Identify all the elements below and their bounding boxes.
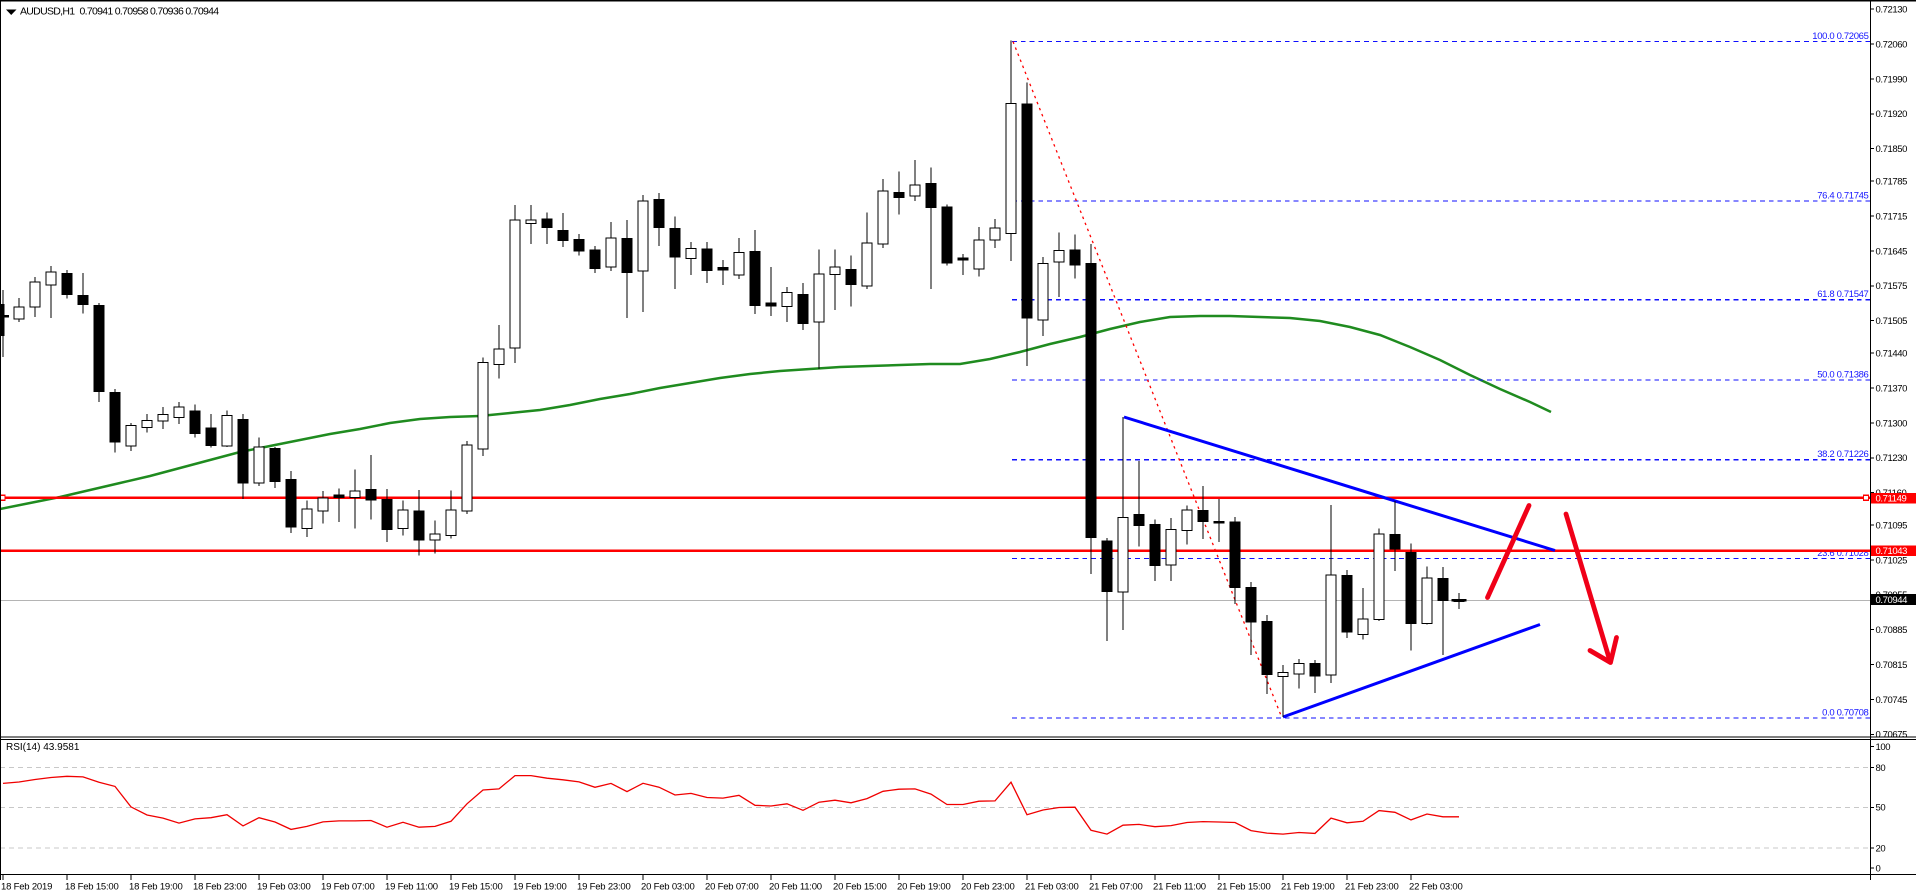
- svg-text:0.71645: 0.71645: [1876, 246, 1908, 257]
- svg-text:18 Feb 23:00: 18 Feb 23:00: [193, 882, 247, 893]
- svg-text:100: 100: [1876, 742, 1891, 753]
- svg-text:0.71575: 0.71575: [1876, 281, 1908, 292]
- svg-text:18 Feb 2019: 18 Feb 2019: [1, 882, 52, 893]
- svg-text:21 Feb 23:00: 21 Feb 23:00: [1345, 882, 1399, 893]
- svg-text:19 Feb 15:00: 19 Feb 15:00: [449, 882, 503, 893]
- svg-text:0.71095: 0.71095: [1876, 520, 1908, 531]
- svg-text:76.4 0.71745: 76.4 0.71745: [1817, 191, 1868, 202]
- svg-text:80: 80: [1876, 763, 1886, 774]
- svg-text:21 Feb 03:00: 21 Feb 03:00: [1025, 882, 1079, 893]
- svg-text:20 Feb 23:00: 20 Feb 23:00: [961, 882, 1015, 893]
- svg-text:0.71149: 0.71149: [1876, 494, 1907, 505]
- svg-text:0.71715: 0.71715: [1876, 211, 1908, 222]
- svg-text:20 Feb 07:00: 20 Feb 07:00: [705, 882, 759, 893]
- svg-text:0.70745: 0.70745: [1876, 695, 1908, 706]
- svg-text:0.70815: 0.70815: [1876, 660, 1908, 671]
- svg-text:0.71850: 0.71850: [1876, 144, 1908, 155]
- svg-text:21 Feb 15:00: 21 Feb 15:00: [1217, 882, 1271, 893]
- svg-text:19 Feb 11:00: 19 Feb 11:00: [385, 882, 438, 893]
- svg-text:20: 20: [1876, 843, 1886, 854]
- svg-text:0.70944: 0.70944: [1876, 595, 1908, 606]
- svg-text:RSI(14) 43.9581: RSI(14) 43.9581: [6, 742, 80, 753]
- svg-text:19 Feb 03:00: 19 Feb 03:00: [257, 882, 311, 893]
- svg-text:20 Feb 11:00: 20 Feb 11:00: [769, 882, 822, 893]
- svg-text:21 Feb 07:00: 21 Feb 07:00: [1089, 882, 1143, 893]
- svg-text:0.70885: 0.70885: [1876, 625, 1908, 636]
- svg-text:0.0 0.70708: 0.0 0.70708: [1822, 708, 1868, 719]
- svg-text:0.71025: 0.71025: [1876, 555, 1908, 566]
- svg-text:21 Feb 19:00: 21 Feb 19:00: [1281, 882, 1335, 893]
- svg-text:0.71370: 0.71370: [1876, 383, 1908, 394]
- svg-text:0.71990: 0.71990: [1876, 74, 1908, 85]
- svg-text:18 Feb 19:00: 18 Feb 19:00: [129, 882, 183, 893]
- svg-text:0.71785: 0.71785: [1876, 177, 1908, 188]
- svg-text:100.0 0.72065: 100.0 0.72065: [1812, 31, 1868, 42]
- svg-text:61.8 0.71547: 61.8 0.71547: [1817, 289, 1868, 300]
- svg-text:23.6 0.71028: 23.6 0.71028: [1817, 548, 1868, 559]
- svg-text:19 Feb 23:00: 19 Feb 23:00: [577, 882, 631, 893]
- svg-text:50.0 0.71386: 50.0 0.71386: [1817, 370, 1868, 381]
- svg-text:22 Feb 03:00: 22 Feb 03:00: [1409, 882, 1463, 893]
- svg-text:0.72060: 0.72060: [1876, 39, 1908, 50]
- svg-text:0: 0: [1876, 863, 1881, 874]
- svg-text:19 Feb 07:00: 19 Feb 07:00: [321, 882, 375, 893]
- svg-text:0.71440: 0.71440: [1876, 349, 1908, 360]
- svg-text:18 Feb 15:00: 18 Feb 15:00: [65, 882, 119, 893]
- svg-text:0.71300: 0.71300: [1876, 418, 1908, 429]
- svg-text:20 Feb 19:00: 20 Feb 19:00: [897, 882, 951, 893]
- svg-text:38.2 0.71226: 38.2 0.71226: [1817, 449, 1868, 460]
- svg-text:19 Feb 19:00: 19 Feb 19:00: [513, 882, 567, 893]
- svg-text:0.71043: 0.71043: [1876, 546, 1908, 557]
- svg-text:0.72130: 0.72130: [1876, 5, 1908, 16]
- svg-text:0.70675: 0.70675: [1876, 730, 1908, 741]
- svg-text:20 Feb 15:00: 20 Feb 15:00: [833, 882, 887, 893]
- svg-text:0.70941 0.70958 0.70936 0.7094: 0.70941 0.70958 0.70936 0.70944: [80, 5, 220, 17]
- svg-text:0.71920: 0.71920: [1876, 109, 1908, 120]
- svg-text:AUDUSD,H1: AUDUSD,H1: [20, 5, 75, 17]
- svg-text:0.71505: 0.71505: [1876, 316, 1908, 327]
- svg-text:50: 50: [1876, 803, 1886, 814]
- svg-text:21 Feb 11:00: 21 Feb 11:00: [1153, 882, 1206, 893]
- svg-text:0.71230: 0.71230: [1876, 453, 1908, 464]
- svg-text:20 Feb 03:00: 20 Feb 03:00: [641, 882, 695, 893]
